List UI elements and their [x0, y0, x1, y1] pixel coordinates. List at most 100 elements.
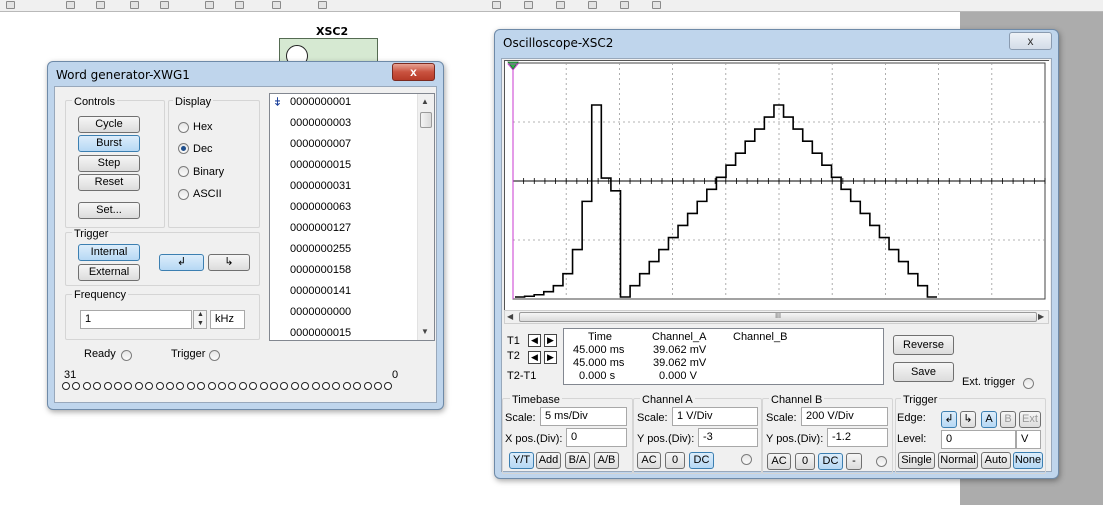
trigger-level-field[interactable]: 0: [941, 430, 1016, 449]
timebase-xpos-field[interactable]: 0: [566, 428, 627, 447]
output-pin[interactable]: [103, 382, 112, 390]
output-pin[interactable]: [322, 382, 330, 390]
scroll-left-icon[interactable]: ◀: [507, 312, 514, 321]
toolbar-tool-icon[interactable]: [6, 1, 15, 9]
trigger-auto-button[interactable]: Auto: [981, 452, 1011, 469]
toolbar-tool-icon[interactable]: [652, 1, 661, 9]
close-button[interactable]: x: [392, 63, 435, 81]
output-pin[interactable]: [197, 382, 206, 390]
trigger-normal-button[interactable]: Normal: [938, 452, 978, 469]
output-pin[interactable]: [93, 382, 102, 390]
word-row[interactable]: 0000000000: [290, 306, 352, 318]
display-ascii-radio[interactable]: [178, 189, 189, 200]
reset-button[interactable]: Reset: [78, 174, 140, 191]
rising-edge-button[interactable]: ↲: [159, 254, 204, 271]
channel-a-ac-button[interactable]: AC: [637, 452, 661, 469]
cycle-button[interactable]: Cycle: [78, 116, 140, 133]
close-button[interactable]: x: [1009, 32, 1052, 50]
display-dec-radio[interactable]: [178, 143, 189, 154]
scroll-thumb[interactable]: [420, 112, 432, 128]
output-pin[interactable]: [280, 382, 289, 390]
mode-ba-button[interactable]: B/A: [565, 452, 590, 469]
mode-yt-button[interactable]: Y/T: [509, 452, 534, 469]
frequency-input[interactable]: 1: [80, 310, 192, 329]
spin-up-icon[interactable]: ▲: [197, 311, 204, 318]
word-row[interactable]: 0000000127: [290, 222, 352, 234]
t2-right-arrow[interactable]: ▶: [544, 351, 557, 364]
scroll-thumb[interactable]: III: [519, 312, 1037, 322]
word-row[interactable]: 0000000015: [290, 327, 352, 339]
output-pin[interactable]: [353, 382, 362, 390]
word-row[interactable]: 0000000007: [290, 138, 352, 150]
output-pin[interactable]: [384, 382, 393, 390]
toolbar-tool-icon[interactable]: [620, 1, 629, 9]
toolbar-tool-icon[interactable]: [492, 1, 501, 9]
output-pin[interactable]: [218, 382, 226, 390]
channel-b-scale-field[interactable]: 200 V/Div: [801, 407, 888, 426]
trigger-internal-button[interactable]: Internal: [78, 244, 140, 261]
word-row[interactable]: 0000000031: [290, 180, 352, 192]
output-pin[interactable]: [228, 382, 237, 390]
edge-falling-button[interactable]: ↳: [960, 411, 976, 428]
toolbar-tool-icon[interactable]: [524, 1, 533, 9]
output-pin[interactable]: [374, 382, 382, 390]
mode-add-button[interactable]: Add: [536, 452, 561, 469]
word-list-scrollbar[interactable]: ▲ ▼: [417, 94, 434, 340]
word-row[interactable]: 0000000158: [290, 264, 352, 276]
channel-a-scale-field[interactable]: 1 V/Div: [672, 407, 758, 426]
output-pin[interactable]: [363, 382, 372, 390]
falling-edge-button[interactable]: ↳: [208, 254, 250, 271]
toolbar-tool-icon[interactable]: [318, 1, 327, 9]
output-pin[interactable]: [332, 382, 341, 390]
t1-right-arrow[interactable]: ▶: [544, 334, 557, 347]
word-row[interactable]: 0000000063: [290, 201, 352, 213]
output-pin[interactable]: [114, 382, 122, 390]
t1-left-arrow[interactable]: ◀: [528, 334, 541, 347]
output-pin[interactable]: [145, 382, 154, 390]
output-pin[interactable]: [342, 382, 351, 390]
scope-screen[interactable]: [505, 61, 1050, 311]
scroll-down-icon[interactable]: ▼: [421, 327, 429, 336]
display-hex-radio[interactable]: [178, 122, 189, 133]
channel-b-ypos-field[interactable]: -1.2: [827, 428, 888, 447]
trigger-single-button[interactable]: Single: [898, 452, 935, 469]
trigger-external-button[interactable]: External: [78, 264, 140, 281]
output-pin[interactable]: [207, 382, 216, 390]
trigger-source-a-button[interactable]: A: [981, 411, 997, 428]
frequency-unit[interactable]: kHz: [210, 310, 245, 329]
trigger-none-button[interactable]: None: [1013, 452, 1043, 469]
output-pin[interactable]: [249, 382, 258, 390]
t2-left-arrow[interactable]: ◀: [528, 351, 541, 364]
spin-down-icon[interactable]: ▼: [197, 320, 204, 327]
output-pin[interactable]: [124, 382, 133, 390]
output-pin[interactable]: [186, 382, 195, 390]
toolbar-tool-icon[interactable]: [235, 1, 244, 9]
step-button[interactable]: Step: [78, 155, 140, 172]
scroll-right-icon[interactable]: ▶: [1038, 312, 1045, 321]
toolbar-tool-icon[interactable]: [588, 1, 597, 9]
output-pin[interactable]: [290, 382, 299, 390]
toolbar-tool-icon[interactable]: [272, 1, 281, 9]
reverse-button[interactable]: Reverse: [893, 335, 954, 355]
word-row[interactable]: 0000000001: [290, 96, 352, 108]
output-pin[interactable]: [259, 382, 268, 390]
channel-b-invert-button[interactable]: -: [846, 453, 862, 470]
toolbar-tool-icon[interactable]: [205, 1, 214, 9]
toolbar-tool-icon[interactable]: [130, 1, 139, 9]
display-binary-radio[interactable]: [178, 166, 189, 177]
scroll-up-icon[interactable]: ▲: [421, 97, 429, 106]
save-button[interactable]: Save: [893, 362, 954, 382]
channel-b-dc-button[interactable]: DC: [818, 453, 843, 470]
toolbar-tool-icon[interactable]: [66, 1, 75, 9]
word-row[interactable]: 0000000255: [290, 243, 352, 255]
output-pin[interactable]: [155, 382, 164, 390]
trigger-source-b-button[interactable]: B: [1000, 411, 1016, 428]
output-pin[interactable]: [301, 382, 310, 390]
word-list[interactable]: ⤈ 0000000001 0000000003 0000000007 00000000…: [269, 93, 435, 341]
toolbar-tool-icon[interactable]: [556, 1, 565, 9]
cursor-t2-handle[interactable]: [507, 63, 519, 71]
burst-button[interactable]: Burst: [78, 135, 140, 152]
mode-ab-button[interactable]: A/B: [594, 452, 619, 469]
set-button[interactable]: Set...: [78, 202, 140, 219]
output-pin[interactable]: [270, 382, 278, 390]
